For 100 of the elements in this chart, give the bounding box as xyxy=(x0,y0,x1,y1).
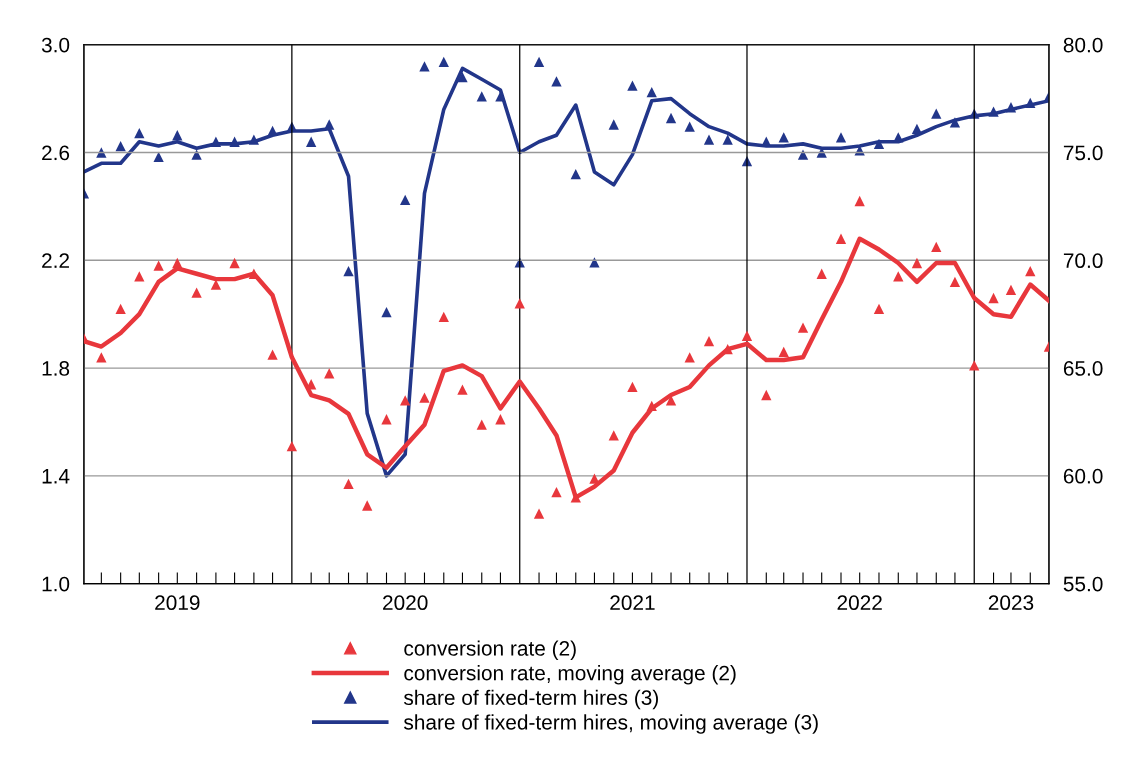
point xyxy=(191,149,202,160)
point xyxy=(457,384,468,395)
y2-tick-label: 60.0 xyxy=(1063,468,1103,484)
point xyxy=(551,486,562,498)
point xyxy=(400,194,411,206)
point xyxy=(324,119,335,130)
point xyxy=(816,268,827,279)
legend-label: conversion rate, moving average (2) xyxy=(404,665,736,685)
point xyxy=(761,389,772,401)
y-tick-label: 1.0 xyxy=(42,576,70,592)
point xyxy=(949,117,961,128)
point xyxy=(153,260,164,271)
point xyxy=(608,430,619,441)
point xyxy=(703,335,715,347)
point xyxy=(778,346,789,358)
point xyxy=(306,136,317,147)
point xyxy=(210,136,222,147)
point xyxy=(533,56,545,68)
point xyxy=(419,392,430,403)
y-tick-label: 1.4 xyxy=(42,469,70,484)
point xyxy=(229,136,240,147)
point xyxy=(835,132,847,143)
point xyxy=(438,56,449,68)
point xyxy=(476,91,487,102)
point xyxy=(988,292,999,304)
point xyxy=(873,138,885,150)
point xyxy=(931,241,942,252)
point xyxy=(134,127,145,139)
x-tick-label: 2022 xyxy=(837,595,882,611)
point xyxy=(343,478,354,490)
x-tick-label: 2023 xyxy=(988,595,1034,611)
point xyxy=(1025,97,1036,109)
x-tick-label: 2021 xyxy=(610,595,655,611)
y-tick-label: 3.0 xyxy=(41,37,70,53)
point xyxy=(703,134,715,145)
legend-label: share of fixed-term hires (3) xyxy=(403,689,658,710)
point xyxy=(172,130,183,141)
point xyxy=(134,271,145,282)
point xyxy=(797,322,809,333)
x-tick-label: 2019 xyxy=(155,595,200,611)
point xyxy=(381,306,392,318)
point xyxy=(893,271,904,282)
point xyxy=(476,419,487,430)
point xyxy=(400,395,411,406)
point xyxy=(570,168,581,180)
legend-label: conversion rate (2) xyxy=(404,640,576,660)
point xyxy=(96,352,107,363)
point xyxy=(741,330,753,341)
y2-tick-label: 70.0 xyxy=(1063,253,1103,269)
point xyxy=(1005,102,1017,113)
point xyxy=(551,76,562,87)
point xyxy=(343,265,354,277)
point xyxy=(1025,265,1036,277)
point xyxy=(797,149,809,160)
point xyxy=(778,132,789,143)
point xyxy=(362,500,373,511)
point xyxy=(969,360,980,371)
point xyxy=(627,381,638,393)
y2-tick-label: 75.0 xyxy=(1063,145,1103,161)
point xyxy=(627,80,638,91)
point xyxy=(381,414,392,425)
point xyxy=(665,112,677,124)
point xyxy=(873,303,885,314)
point xyxy=(589,257,600,268)
point xyxy=(495,91,506,102)
point xyxy=(495,414,506,425)
legend-label: share of fixed-term hires, moving average (3) xyxy=(403,714,818,734)
point xyxy=(324,368,335,379)
point xyxy=(438,311,449,323)
point xyxy=(115,140,126,152)
point xyxy=(646,400,657,411)
point xyxy=(854,195,865,207)
point xyxy=(267,349,278,360)
point xyxy=(533,508,545,519)
point xyxy=(286,441,298,452)
y2-tick-label: 80.0 xyxy=(1063,37,1103,53)
point xyxy=(931,108,942,119)
point xyxy=(96,147,107,158)
point xyxy=(835,233,847,244)
point xyxy=(684,121,695,132)
y-tick-label: 2.6 xyxy=(42,145,70,161)
point xyxy=(911,257,923,269)
point xyxy=(1005,284,1017,296)
y2-tick-label: 65.0 xyxy=(1063,361,1103,376)
point xyxy=(191,287,202,298)
point xyxy=(115,303,126,314)
point xyxy=(172,257,183,269)
point xyxy=(722,134,733,145)
point xyxy=(248,134,260,145)
y-tick-label: 2.2 xyxy=(42,253,69,268)
point xyxy=(988,106,999,117)
point xyxy=(457,71,468,83)
point xyxy=(949,276,961,287)
point xyxy=(419,61,430,72)
y2-tick-label: 55.0 xyxy=(1063,576,1103,592)
point xyxy=(893,132,904,143)
point xyxy=(646,86,657,98)
line-series xyxy=(83,66,1049,478)
point xyxy=(514,298,525,309)
x-tick-label: 2020 xyxy=(383,595,428,611)
